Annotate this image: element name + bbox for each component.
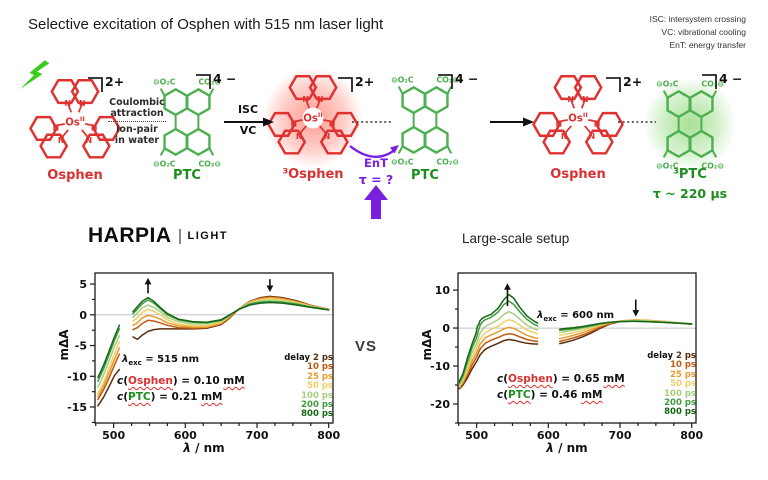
delay-legend: delay 2 ps 10 ps 25 ps 50 ps 100 ps 200 ps 800… bbox=[647, 351, 696, 418]
legend-item: 800 ps bbox=[664, 407, 696, 418]
isc-vc-arrow bbox=[224, 117, 274, 127]
y-axis-label: mΔA bbox=[420, 329, 434, 361]
svg-text:600: 600 bbox=[537, 429, 560, 442]
legend-item: 25 ps bbox=[307, 371, 333, 382]
legend-item: 10 ps bbox=[670, 360, 696, 371]
legend-item: delay 2 ps bbox=[647, 351, 696, 361]
figure-title: Selective excitation of Osphen with 515 … bbox=[28, 16, 384, 33]
coulombic-attraction-note: Coulombic attraction ion-pair in water bbox=[108, 97, 166, 146]
large-scale-setup-title: Large-scale setup bbox=[462, 231, 570, 246]
legend-item: 100 ps bbox=[301, 390, 333, 401]
vs-label: VS bbox=[355, 338, 378, 355]
scheme-canvas: OsII N N N N N N ⊖O₂C CO₂⊖ ⊖O₂C CO₂⊖ bbox=[20, 60, 736, 219]
abbreviation-list: ISC: intersystem crossing VC: vibrationa… bbox=[650, 13, 746, 51]
chart-large-scale: mΔA 500 600 700 800 -20 -10 0 10 λ / nm λexc = … bbox=[420, 260, 709, 460]
charge-label: 4 − bbox=[455, 71, 479, 86]
tau-ptc-label: τ ~ 220 μs bbox=[652, 186, 728, 201]
svg-text:10: 10 bbox=[435, 284, 451, 297]
ptc-concentration: c(PTC) = 0.46 mM bbox=[497, 389, 603, 401]
logo-divider bbox=[178, 228, 181, 244]
charge-bracket bbox=[702, 74, 717, 89]
legend-item: 50 ps bbox=[307, 381, 333, 392]
legend-item: 800 ps bbox=[301, 409, 333, 420]
ptc-label: PTC bbox=[411, 168, 439, 183]
abbreviation-isc: ISC: intersystem crossing bbox=[649, 14, 746, 24]
osphen-concentration: cc((Osphen) = 0.10 mM bbox=[117, 375, 245, 387]
svg-text:-10: -10 bbox=[67, 370, 87, 383]
triplet-osphen-label: ³Osphen bbox=[282, 167, 344, 182]
svg-text:700: 700 bbox=[246, 429, 269, 442]
energy-transfer-arrow bbox=[349, 145, 399, 158]
x-axis-label: λ / nm bbox=[546, 441, 588, 455]
charge-label: 2+ bbox=[105, 74, 125, 89]
ptc-concentration: c(PTC) = 0.21 mM bbox=[117, 391, 223, 403]
abbreviation-vc: VC: vibrational cooling bbox=[661, 26, 746, 37]
charge-label: 2+ bbox=[623, 74, 643, 89]
svg-text:600: 600 bbox=[174, 429, 197, 442]
osphen-concentration: c(Osphen) = 0.65 mM bbox=[497, 373, 625, 385]
charge-label: 4 − bbox=[719, 71, 743, 86]
legend-item: 10 ps bbox=[307, 362, 333, 373]
highlight-up-arrow bbox=[364, 185, 388, 219]
svg-text:-15: -15 bbox=[67, 401, 87, 414]
svg-text:0: 0 bbox=[79, 309, 87, 322]
legend-item: 200 ps bbox=[301, 400, 333, 411]
legend-item: 200 ps bbox=[664, 398, 696, 409]
charge-bracket bbox=[438, 74, 453, 89]
osphen-label: Osphen bbox=[550, 167, 606, 182]
ptc-structure-2 bbox=[389, 74, 461, 168]
charge-bracket bbox=[606, 77, 621, 92]
svg-text:500: 500 bbox=[102, 429, 125, 442]
legend-item: 50 ps bbox=[670, 379, 696, 390]
dotted-divider bbox=[108, 121, 166, 122]
vc-label: VC bbox=[239, 124, 257, 137]
forward-arrow bbox=[490, 117, 534, 127]
triplet-ptc-label: ³PTC bbox=[673, 167, 707, 182]
charge-bracket bbox=[196, 74, 211, 89]
tau-question-label: τ = ? bbox=[358, 172, 394, 187]
chart-plot-area: 500 600 700 800 -15 -10 -5 0 5 bbox=[67, 272, 341, 442]
y-axis-label: mΔA bbox=[57, 329, 71, 361]
ent-label: EnT bbox=[364, 156, 388, 170]
delay-legend: delay 2 ps 10 ps 25 ps 50 ps 100 ps 200 ps 800… bbox=[284, 353, 333, 420]
abbreviation-ent: EnT: energy transfer bbox=[669, 39, 746, 50]
legend-item: 100 ps bbox=[664, 388, 696, 399]
svg-text:800: 800 bbox=[680, 429, 703, 442]
excitation-annotation: λexc = 600 nm bbox=[537, 310, 614, 323]
legend-item: 25 ps bbox=[670, 369, 696, 380]
chart-plot-area: 500 600 700 800 -20 -10 0 10 bbox=[430, 272, 704, 442]
charge-label: 4 − bbox=[213, 71, 237, 86]
isc-label: ISC bbox=[237, 103, 259, 116]
harpia-logo-text: HARPIA bbox=[88, 224, 172, 247]
harpia-logo: HARPIA LIGHT bbox=[88, 224, 228, 248]
legend-item: delay 2 ps bbox=[284, 353, 333, 363]
svg-text:-10: -10 bbox=[430, 360, 450, 373]
chart-harpia: mΔA 500 600 700 800 -15 -10 -5 0 5 λ / nm λexc =… bbox=[57, 260, 346, 460]
charge-bracket bbox=[338, 77, 353, 92]
svg-text:700: 700 bbox=[609, 429, 632, 442]
ptc-label: PTC bbox=[173, 168, 201, 183]
charge-label: 2+ bbox=[355, 74, 375, 89]
svg-text:800: 800 bbox=[317, 429, 340, 442]
svg-text:500: 500 bbox=[465, 429, 488, 442]
svg-text:5: 5 bbox=[79, 278, 87, 291]
harpia-logo-light: LIGHT bbox=[187, 230, 229, 242]
osphen-structure-3 bbox=[530, 76, 626, 159]
svg-text:0: 0 bbox=[442, 322, 450, 335]
x-axis-label: λ / nm bbox=[183, 441, 225, 455]
charge-bracket bbox=[88, 77, 103, 92]
excitation-annotation: λexc = 515 nm bbox=[122, 354, 199, 367]
osphen-label: Osphen bbox=[47, 168, 103, 183]
svg-text:-5: -5 bbox=[75, 340, 87, 353]
triplet-ptc-glow bbox=[644, 78, 736, 170]
svg-text:-20: -20 bbox=[430, 398, 450, 411]
laser-lightning-icon bbox=[20, 60, 50, 90]
